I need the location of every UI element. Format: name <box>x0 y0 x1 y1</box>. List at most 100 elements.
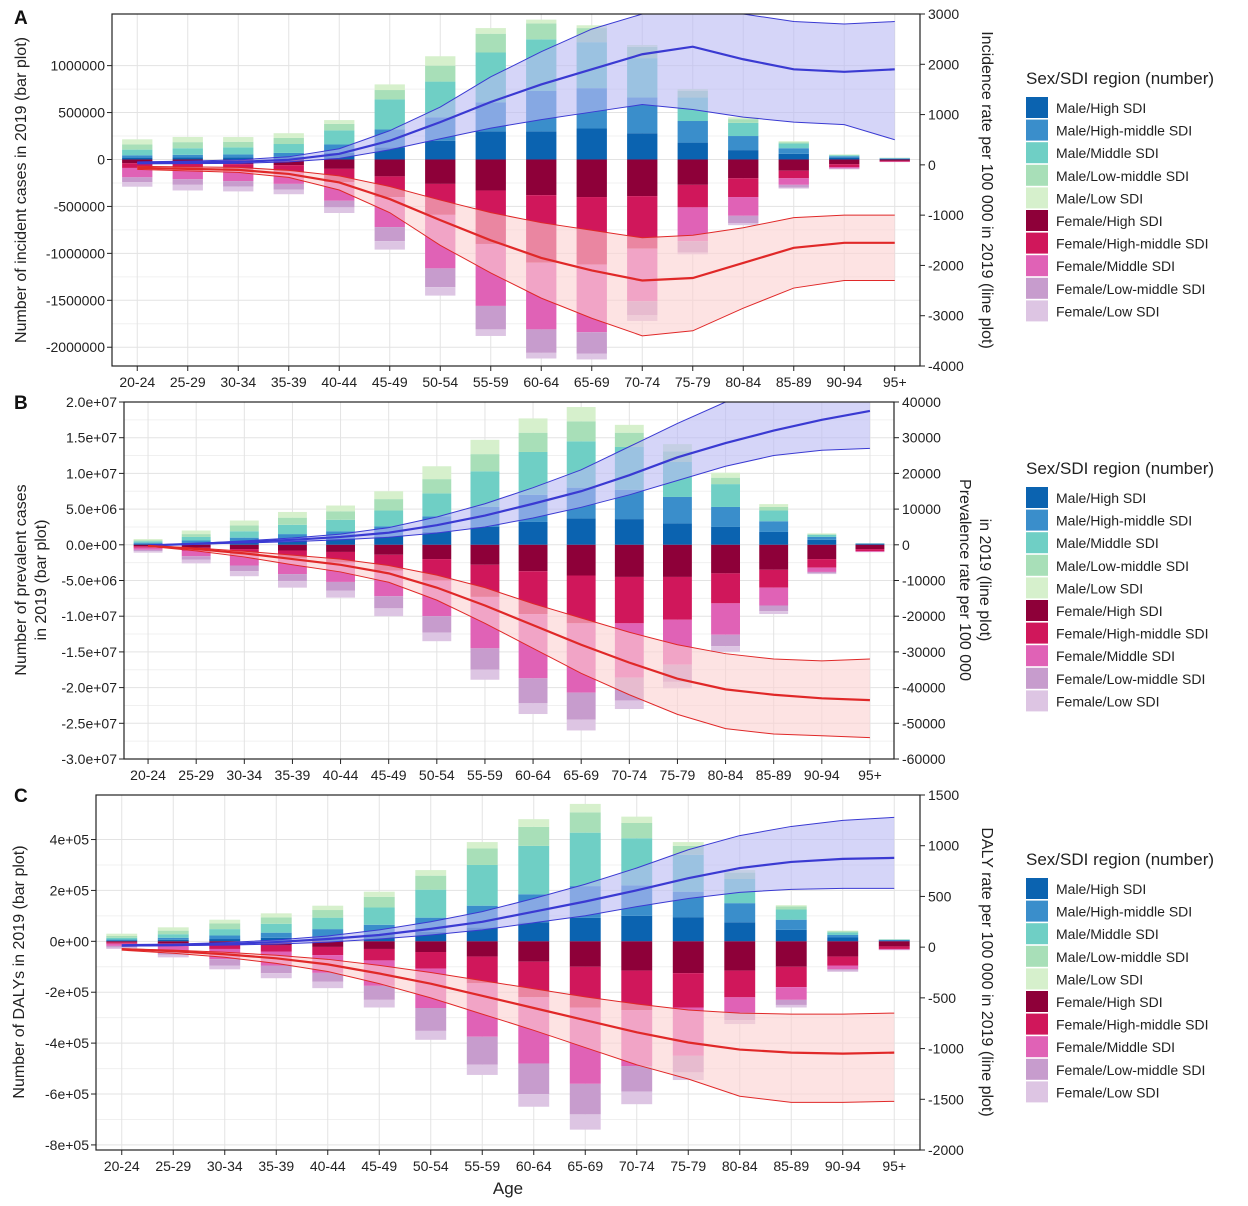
bar-male-3-30-34 <box>223 147 254 155</box>
y2-tick-label: -30000 <box>902 644 946 660</box>
x-tick-label: 95+ <box>883 374 907 390</box>
bar-female-4-50-54 <box>422 616 452 633</box>
bar-male-2-25-29 <box>157 937 189 940</box>
bar-male-2-20-24 <box>122 155 153 158</box>
bar-male-5-35-39 <box>260 913 292 918</box>
legend-swatch <box>1026 187 1048 209</box>
y2-tick-label: 0 <box>928 939 936 955</box>
bar-female-2-80-84 <box>728 178 759 198</box>
legend-title: Sex/SDI region (number) <box>1026 850 1214 869</box>
bar-male-5-85-89 <box>759 504 789 507</box>
bar-male-5-25-29 <box>157 927 189 931</box>
panel-b-legend: Sex/SDI region (number) Male/High SDI Male… <box>1026 459 1214 712</box>
x-tick-label: 70-74 <box>619 1158 655 1174</box>
bar-female-4-65-69 <box>569 1083 601 1115</box>
x-tick-label: 70-74 <box>624 374 660 390</box>
bar-male-1-65-69 <box>576 128 607 160</box>
legend-label: Male/High-middle SDI <box>1056 904 1192 920</box>
panel-a-rate-lines <box>137 13 895 337</box>
y-tick-label: -2e+05 <box>45 984 89 1000</box>
y2-tick-label: -1000 <box>928 1041 964 1057</box>
bar-male-5-55-59 <box>466 842 498 849</box>
bar-female-5-85-89 <box>778 187 809 189</box>
bar-female-2-90-94 <box>829 164 860 168</box>
bar-female-5-30-34 <box>209 965 241 970</box>
y2-tick-label: 10000 <box>902 501 941 517</box>
x-tick-label: 45-49 <box>372 374 408 390</box>
bar-male-4-55-59 <box>466 848 498 865</box>
bar-female-1-95+ <box>878 941 910 947</box>
bar-female-4-35-39 <box>273 183 304 190</box>
legend-swatch <box>1026 142 1048 164</box>
bar-female-4-40-44 <box>324 200 355 208</box>
x-tick-label: 80-84 <box>708 767 744 783</box>
bar-male-1-90-94 <box>829 157 860 160</box>
bar-female-4-60-64 <box>518 1063 550 1095</box>
bar-female-2-85-89 <box>775 966 807 988</box>
bar-male-2-30-34 <box>209 935 241 940</box>
bar-female-1-30-34 <box>229 544 259 550</box>
bar-female-5-50-54 <box>422 632 452 642</box>
bar-male-4-30-34 <box>223 141 254 148</box>
bar-female-2-95+ <box>879 160 910 162</box>
bar-male-1-25-29 <box>172 157 203 160</box>
bar-male-2-40-44 <box>312 929 344 937</box>
bar-female-1-45-49 <box>374 544 404 555</box>
x-tick-label: 40-44 <box>310 1158 346 1174</box>
bar-female-1-85-89 <box>775 941 807 967</box>
panel-b-axes: -3.0e+07 -2.5e+07 -2.0e+07 -1.5e+07 -1.0e+07… <box>61 394 945 783</box>
bar-female-5-40-44 <box>312 981 344 989</box>
bar-male-3-40-44 <box>312 917 344 930</box>
bar-male-2-35-39 <box>260 932 292 938</box>
legend-swatch <box>1026 991 1048 1012</box>
bar-female-3-25-29 <box>172 168 203 180</box>
bar-male-5-25-29 <box>181 530 211 535</box>
y-tick-label: 0 <box>97 151 105 167</box>
bar-male-1-70-74 <box>614 519 644 545</box>
bar-male-3-85-89 <box>775 909 807 920</box>
y2-tick-label: 0 <box>928 157 936 173</box>
bar-female-3-85-89 <box>775 987 807 1000</box>
bar-male-4-30-34 <box>229 525 259 532</box>
y-tick-label: 1.0e+07 <box>66 465 117 481</box>
bar-female-1-40-44 <box>312 941 344 947</box>
bar-female-5-25-29 <box>172 184 203 191</box>
panel-a-frame <box>111 13 921 367</box>
y2-tick-label: 3000 <box>928 6 959 22</box>
y2-tick-label: 1500 <box>928 787 959 803</box>
bar-male-5-45-49 <box>374 84 405 91</box>
legend-label: Male/High SDI <box>1056 881 1146 897</box>
y2-tick-label: -60000 <box>902 751 946 767</box>
bar-female-4-90-94 <box>807 571 837 574</box>
bar-male-1-70-74 <box>627 133 658 160</box>
bar-female-1-25-29 <box>157 941 189 944</box>
bar-female-2-20-24 <box>106 942 138 944</box>
bar-female-2-85-89 <box>778 170 809 179</box>
bar-female-2-90-94 <box>827 956 859 966</box>
y2-tick-label: 500 <box>928 888 952 904</box>
x-tick-label: 60-64 <box>516 1158 552 1174</box>
bar-male-5-55-59 <box>470 439 500 455</box>
bar-female-4-50-54 <box>425 268 456 288</box>
bar-female-5-60-64 <box>518 703 548 715</box>
bar-male-2-85-89 <box>775 919 807 930</box>
bar-female-4-55-59 <box>475 305 506 330</box>
bar-male-5-80-84 <box>711 472 740 478</box>
male-rate-lower <box>148 447 870 547</box>
x-tick-label: 90-94 <box>825 1158 861 1174</box>
bar-female-5-35-39 <box>278 581 307 588</box>
legend-swatch <box>1026 119 1048 141</box>
legend-swatch <box>1026 300 1048 322</box>
y2-tick-label: -50000 <box>902 715 946 731</box>
y-tick-label: 5.0e+06 <box>66 501 117 517</box>
bar-male-4-50-54 <box>422 479 452 494</box>
legend-swatch <box>1026 690 1048 712</box>
bar-female-2-85-89 <box>759 569 789 588</box>
bar-male-1-30-34 <box>223 157 254 160</box>
male-rate-mean <box>121 856 895 947</box>
bar-male-5-20-24 <box>122 139 153 145</box>
x-tick-label: 65-69 <box>574 374 610 390</box>
legend-swatch <box>1026 1081 1048 1103</box>
bar-male-3-45-49 <box>374 99 405 130</box>
bar-female-5-20-24 <box>133 551 163 553</box>
